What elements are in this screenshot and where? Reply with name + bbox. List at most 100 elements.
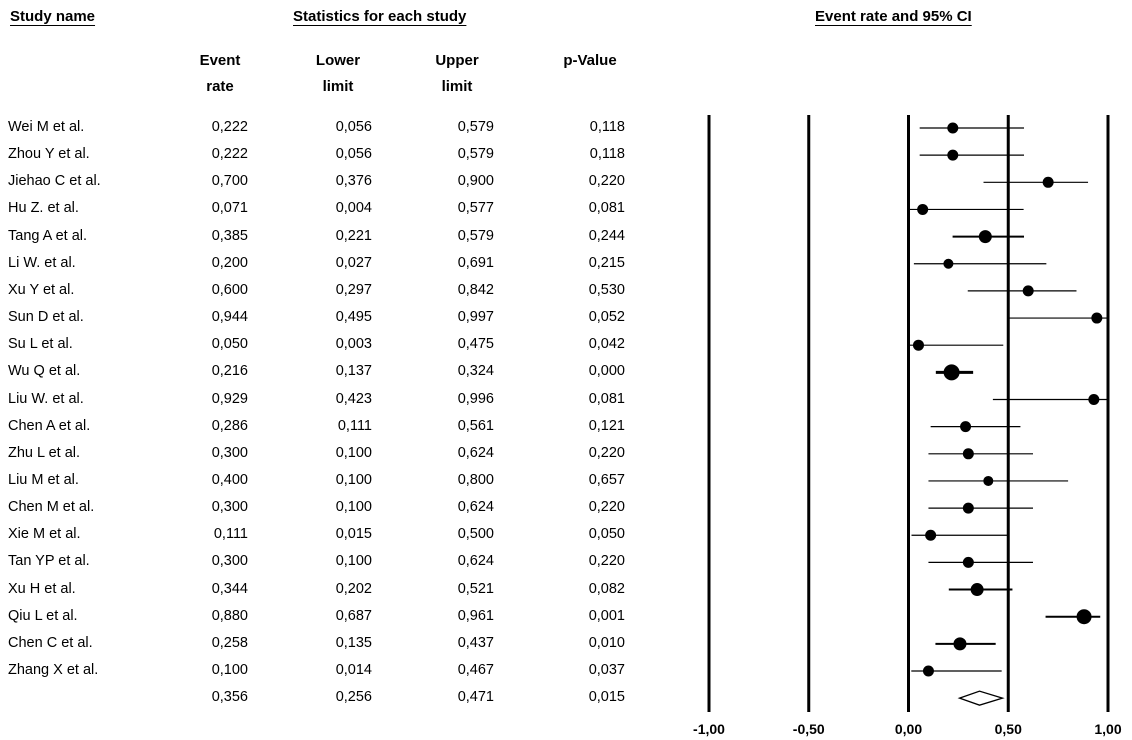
stat-value: 0,900 <box>457 173 494 190</box>
col-header-event-rate: Event rate <box>185 48 255 100</box>
point-estimate <box>962 556 974 568</box>
stat-value: 0,657 <box>588 471 625 488</box>
stat-value: 0,996 <box>457 390 494 407</box>
stat-value: 0,137 <box>335 363 372 380</box>
col-header-line1: Lower <box>315 52 361 69</box>
stat-value: 0,344 <box>211 580 248 597</box>
stat-value: 0,056 <box>335 119 372 135</box>
x-tick-label: 1,00 <box>1094 721 1121 737</box>
stat-value: 0,297 <box>335 281 372 298</box>
study-name: Li W. et al. <box>8 254 76 271</box>
point-estimate <box>960 421 972 433</box>
point-estimate <box>943 258 954 269</box>
stat-value: 0,000 <box>588 363 625 380</box>
stat-value: 0,423 <box>335 390 372 407</box>
stat-value: 0,300 <box>211 499 248 516</box>
stat-value: 0,579 <box>457 119 494 135</box>
study-name: Sun D et al. <box>8 309 84 326</box>
stat-value: 0,015 <box>335 526 372 543</box>
study-name: Wu Q et al. <box>8 363 81 380</box>
stat-value: 0,577 <box>457 200 494 217</box>
stat-value: 0,300 <box>211 553 248 570</box>
study-name: Zhou Y et al. <box>8 146 90 163</box>
point-estimate <box>1091 312 1103 324</box>
point-estimate <box>947 122 959 134</box>
stat-value: 0,400 <box>211 471 248 488</box>
stat-value: 0,495 <box>335 309 372 326</box>
study-name: Tang A et al. <box>8 227 88 244</box>
study-name: Zhang X et al. <box>8 662 99 678</box>
stat-value: 0,081 <box>588 200 625 217</box>
stat-value: 0,001 <box>588 607 625 624</box>
point-estimate <box>970 583 984 597</box>
stat-value: 0,579 <box>457 146 494 163</box>
col-header-line1: Upper <box>435 52 479 69</box>
stat-value: 0,056 <box>335 146 372 163</box>
stat-value: 0,624 <box>457 499 494 516</box>
col-header-p-value: p-Value <box>550 48 630 74</box>
statistics-header: Statistics for each study <box>293 8 467 25</box>
stat-value: 0,944 <box>211 309 248 326</box>
stat-value: 0,691 <box>457 254 494 271</box>
x-tick-label: -0,50 <box>793 721 825 737</box>
study-name: Hu Z. et al. <box>8 200 79 217</box>
stat-value: 0,121 <box>588 417 625 434</box>
col-header-line2: limit <box>322 78 354 95</box>
stat-value: 0,500 <box>457 526 494 543</box>
stat-value: 0,561 <box>457 417 494 434</box>
stat-value: 0,215 <box>588 254 625 271</box>
stat-value: 0,244 <box>588 227 625 244</box>
stat-value: 0,082 <box>588 580 625 597</box>
stat-value: 0,220 <box>588 553 625 570</box>
point-estimate <box>1042 176 1054 188</box>
stat-value: 0,050 <box>588 526 625 543</box>
stat-value: 0,004 <box>335 200 372 217</box>
x-tick-label: 0,50 <box>995 721 1022 737</box>
summary-value: 0,256 <box>335 689 372 706</box>
stat-value: 0,842 <box>457 281 494 298</box>
stat-value: 0,521 <box>457 580 494 597</box>
point-estimate <box>978 230 992 244</box>
stat-value: 0,624 <box>457 553 494 570</box>
point-estimate <box>917 203 929 215</box>
stat-value: 0,100 <box>211 662 248 678</box>
stat-value: 0,220 <box>588 444 625 461</box>
point-estimate <box>943 364 960 381</box>
study-name: Xie M et al. <box>8 526 81 543</box>
stat-value: 0,222 <box>211 146 248 163</box>
col-header-lower-limit: Lower limit <box>303 48 373 100</box>
stat-value: 0,111 <box>337 417 372 434</box>
stat-value: 0,220 <box>588 499 625 516</box>
col-header-line2: limit <box>441 78 473 95</box>
point-estimate <box>1088 394 1100 405</box>
point-estimate <box>947 149 959 161</box>
point-estimate <box>962 448 974 460</box>
point-estimate <box>1076 609 1092 625</box>
stat-value: 0,385 <box>211 227 248 244</box>
stat-value: 0,027 <box>335 254 372 271</box>
stat-value: 0,437 <box>457 634 494 651</box>
col-header-upper-limit: Upper limit <box>422 48 492 100</box>
stat-value: 0,042 <box>588 336 625 353</box>
study-name: Xu Y et al. <box>8 281 75 298</box>
stat-value: 0,286 <box>211 417 248 434</box>
stat-value: 0,010 <box>588 634 625 651</box>
summary-value: 0,471 <box>457 689 494 706</box>
stat-value: 0,624 <box>457 444 494 461</box>
col-header-line2: rate <box>206 78 234 95</box>
stat-value: 0,100 <box>335 553 372 570</box>
stat-value: 0,014 <box>335 662 372 678</box>
stat-value: 0,222 <box>211 119 248 135</box>
point-estimate <box>1022 285 1034 297</box>
point-estimate <box>912 339 924 351</box>
study-name: Tan YP et al. <box>8 553 90 570</box>
stat-value: 0,050 <box>211 336 248 353</box>
stat-value: 0,258 <box>211 634 248 651</box>
stat-value: 0,111 <box>213 526 248 543</box>
stat-value: 0,997 <box>457 309 494 326</box>
point-estimate <box>922 665 934 677</box>
stat-value: 0,216 <box>211 363 248 380</box>
stat-value: 0,324 <box>457 363 494 380</box>
study-name: Chen M et al. <box>8 499 95 516</box>
stat-value: 0,100 <box>335 444 372 461</box>
